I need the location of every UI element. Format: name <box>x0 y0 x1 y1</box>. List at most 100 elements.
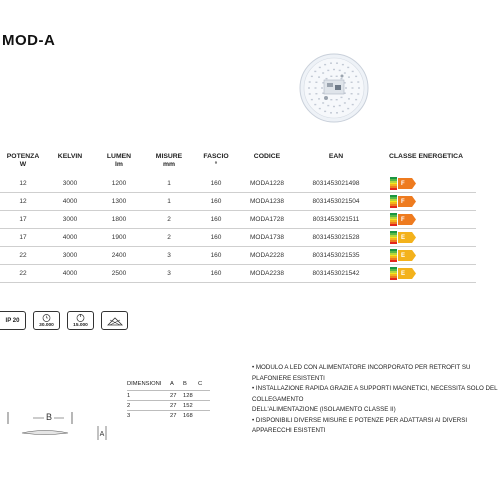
feature-item: • INSTALLAZIONE RAPIDA GRAZIE A SUPPORTI… <box>252 385 498 403</box>
energy-class-value: F <box>398 196 416 207</box>
header-potenza: POTENZA W <box>6 153 40 168</box>
dimension-row: 1 27 128 <box>127 390 210 401</box>
cell-lumen: 1300 <box>94 192 144 211</box>
specs-header-row: POTENZA W KELVIN LUMEN lm MISURE mm FASCIO °… <box>0 153 476 175</box>
lifetime-icon: 30.000 <box>33 311 60 330</box>
energy-class-value: F <box>398 214 416 225</box>
cell-codice: MODA1728 <box>238 210 296 229</box>
dimension-row: 3 27 168 <box>127 410 210 420</box>
energy-class-value: E <box>398 232 416 243</box>
cell-misure: 3 <box>144 264 194 283</box>
cell-kelvin: 3000 <box>46 210 94 229</box>
cell-lumen: 1900 <box>94 228 144 247</box>
cell-ean: 8031453021542 <box>296 264 376 283</box>
spec-row: 17 3000 1800 2 160 MODA1728 8031453021511 F <box>0 210 476 229</box>
dim-header-name: DIMENSIONI <box>127 380 162 387</box>
dim-c <box>198 390 210 401</box>
feature-item: DELL'ALIMENTAZIONE (ISOLAMENTO CLASSE II… <box>252 406 396 413</box>
cell-classe-energetica: F <box>376 210 476 229</box>
cell-classe-energetica: E <box>376 228 476 247</box>
feature-icons: IP 20 30.000 15.000 <box>0 311 128 330</box>
cell-potenza: 22 <box>0 264 46 283</box>
cell-lumen: 1800 <box>94 210 144 229</box>
drawing-label-a: A <box>100 431 105 438</box>
dimension-row: 2 27 152 <box>127 400 210 411</box>
energy-label-icon: E <box>390 267 416 281</box>
dimensions-table: DIMENSIONI A B C 1 27 128 2 27 152 3 27 168 <box>127 379 210 420</box>
header-misure: MISURE mm <box>155 153 183 168</box>
cell-kelvin: 4000 <box>46 264 94 283</box>
dim-name: 1 <box>127 390 170 401</box>
cell-fascio: 160 <box>194 192 238 211</box>
cell-ean: 8031453021498 <box>296 175 376 193</box>
energy-label-icon: F <box>390 177 416 191</box>
feature-item: • DISPONIBILI DIVERSE MISURE E POTENZE P… <box>252 416 468 435</box>
feature-list: • MODULO A LED CON ALIMENTATORE INCORPOR… <box>252 363 498 437</box>
energy-class-value: E <box>398 268 416 279</box>
cell-fascio: 160 <box>194 175 238 193</box>
dim-header-b: B <box>183 380 187 387</box>
header-ean: EAN <box>328 153 344 160</box>
dim-a: 27 <box>170 410 183 420</box>
energy-label-icon: E <box>390 249 416 263</box>
cell-misure: 2 <box>144 210 194 229</box>
cell-misure: 3 <box>144 246 194 265</box>
cell-ean: 8031453021504 <box>296 192 376 211</box>
cell-ean: 8031453021535 <box>296 246 376 265</box>
energy-label-icon: F <box>390 195 416 209</box>
cell-ean: 8031453021528 <box>296 228 376 247</box>
cell-misure: 2 <box>144 228 194 247</box>
cell-lumen: 1200 <box>94 175 144 193</box>
cell-codice: MODA2238 <box>238 264 296 283</box>
spec-row: 12 3000 1200 1 160 MODA1228 8031453021498 F <box>0 175 476 193</box>
cell-potenza: 17 <box>0 210 46 229</box>
ip-rating-icon: IP 20 <box>0 311 26 330</box>
cell-codice: MODA1238 <box>238 192 296 211</box>
cell-potenza: 12 <box>0 175 46 193</box>
dim-a: 27 <box>170 390 183 401</box>
cell-misure: 1 <box>144 192 194 211</box>
dim-c <box>198 410 210 420</box>
cell-fascio: 160 <box>194 264 238 283</box>
energy-label-icon: F <box>390 213 416 227</box>
spec-row: 22 4000 2500 3 160 MODA2238 8031453021542 E <box>0 264 476 283</box>
page-title: MOD-A <box>2 32 56 49</box>
switching-cycles-icon: 15.000 <box>67 311 94 330</box>
cell-classe-energetica: F <box>376 192 476 211</box>
dimension-drawing: B A <box>7 412 107 440</box>
lamp-icon <box>101 311 128 330</box>
spec-row: 12 4000 1300 1 160 MODA1238 8031453021504 F <box>0 192 476 211</box>
dim-header-c: C <box>198 380 203 387</box>
drawing-label-b: B <box>46 412 52 422</box>
cell-kelvin: 3000 <box>46 246 94 265</box>
cell-fascio: 160 <box>194 246 238 265</box>
cell-kelvin: 4000 <box>46 192 94 211</box>
cell-lumen: 2500 <box>94 264 144 283</box>
energy-class-value: F <box>398 178 416 189</box>
cell-codice: MODA2228 <box>238 246 296 265</box>
spec-row: 22 3000 2400 3 160 MODA2228 8031453021535 E <box>0 246 476 265</box>
energy-class-value: E <box>398 250 416 261</box>
cell-lumen: 2400 <box>94 246 144 265</box>
cell-codice: MODA1738 <box>238 228 296 247</box>
spec-row: 17 4000 1900 2 160 MODA1738 8031453021528 E <box>0 228 476 247</box>
cell-codice: MODA1228 <box>238 175 296 193</box>
cell-classe-energetica: E <box>376 246 476 265</box>
cell-ean: 8031453021511 <box>296 210 376 229</box>
cell-potenza: 12 <box>0 192 46 211</box>
dim-b: 128 <box>183 390 198 401</box>
cell-classe-energetica: F <box>376 175 476 193</box>
cell-classe-energetica: E <box>376 264 476 283</box>
header-codice: CODICE <box>253 153 281 160</box>
specs-table: POTENZA W KELVIN LUMEN lm MISURE mm FASCIO °… <box>0 153 476 283</box>
dim-a: 27 <box>170 400 183 411</box>
dim-header-a: A <box>170 380 174 387</box>
cell-kelvin: 4000 <box>46 228 94 247</box>
dim-name: 3 <box>127 410 170 420</box>
cell-potenza: 17 <box>0 228 46 247</box>
dim-b: 168 <box>183 410 198 420</box>
header-lumen: LUMEN lm <box>106 153 132 168</box>
cell-fascio: 160 <box>194 228 238 247</box>
header-kelvin: KELVIN <box>57 153 83 160</box>
cell-misure: 1 <box>144 175 194 193</box>
